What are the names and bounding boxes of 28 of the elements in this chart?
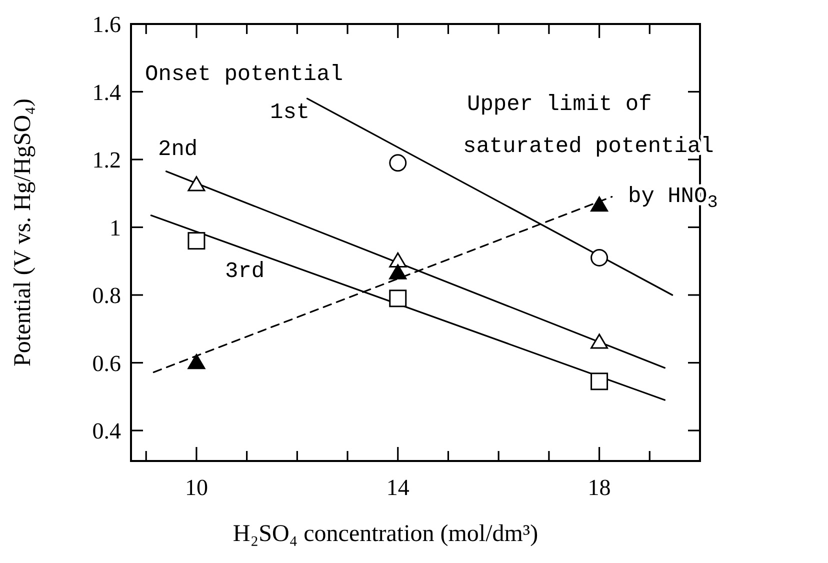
point [389, 154, 407, 172]
y-tick-label: 0.6 [92, 350, 121, 376]
annotation: 2nd [158, 137, 198, 162]
point [590, 196, 608, 212]
point [389, 264, 407, 280]
x-tick-label: 10 [184, 475, 208, 500]
point [188, 232, 206, 250]
annotation: 1st [270, 100, 310, 125]
x-axis-title: H₂SO₄ concentration (mol/dm³) [232, 521, 538, 547]
x-tick-label: 18 [588, 475, 611, 500]
y-tick-label: 1.4 [92, 80, 122, 105]
point [389, 290, 407, 308]
y-tick-label: 1.2 [92, 148, 121, 173]
y-tick-label: 1.6 [92, 12, 121, 38]
point [188, 176, 206, 192]
annotation: Upper limit of [467, 92, 652, 117]
y-tick-label: 0.4 [92, 418, 122, 444]
point [590, 334, 608, 349]
y-tick-label: 0.8 [92, 283, 121, 308]
point [389, 252, 407, 268]
y-tick-label: 1 [110, 215, 121, 240]
annotation: 3rd [225, 259, 265, 284]
y-axis-title: Potential (V vs. Hg/HgSO₄) [10, 98, 36, 366]
point [590, 248, 608, 266]
annotation: Onset potential [145, 62, 344, 87]
point [188, 354, 206, 370]
point [590, 372, 608, 390]
x-tick-label: 14 [386, 475, 410, 500]
